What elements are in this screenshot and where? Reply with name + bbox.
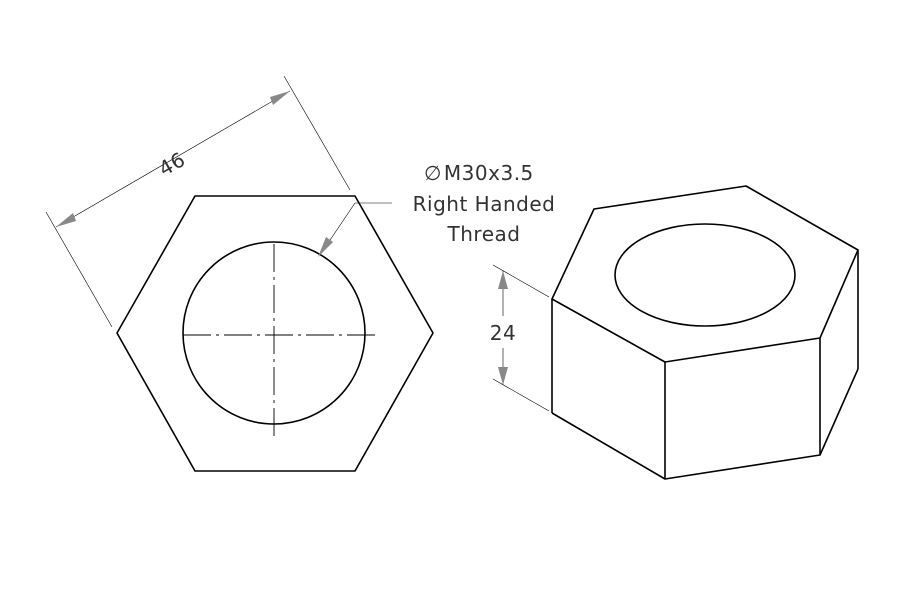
hex-top-face [551,185,859,363]
thread-spec: M30x3.5 [444,161,534,185]
height-arrow-bottom [498,367,508,385]
callout-arrow [318,237,333,257]
dimension-arrow-left [56,213,76,227]
isometric-view [551,185,859,480]
dimension-arrow-right [270,91,290,105]
height-dimension-text: 24 [490,321,516,345]
dimension-line [55,90,291,228]
height-extension-top [492,264,550,298]
front-view [116,195,434,472]
extension-line-left [45,211,113,328]
height-arrow-top [498,271,508,289]
hex-outline-front [116,195,434,472]
thread-spec-text: ∅ M30x3.5 [424,161,534,185]
height-dimension: 24 [490,264,550,412]
extension-line-right [283,75,351,191]
thread-callout: ∅ M30x3.5 Right Handed Thread [318,161,555,257]
diameter-symbol: ∅ [424,161,442,185]
callout-line-3: Thread [447,222,521,246]
width-dimension: 46 [45,75,351,328]
top-hole-ellipse [614,223,796,327]
width-dimension-text: 46 [155,147,190,181]
hex-bottom-edge [551,368,859,480]
callout-line-2: Right Handed [413,192,556,216]
height-extension-bottom [492,378,550,412]
